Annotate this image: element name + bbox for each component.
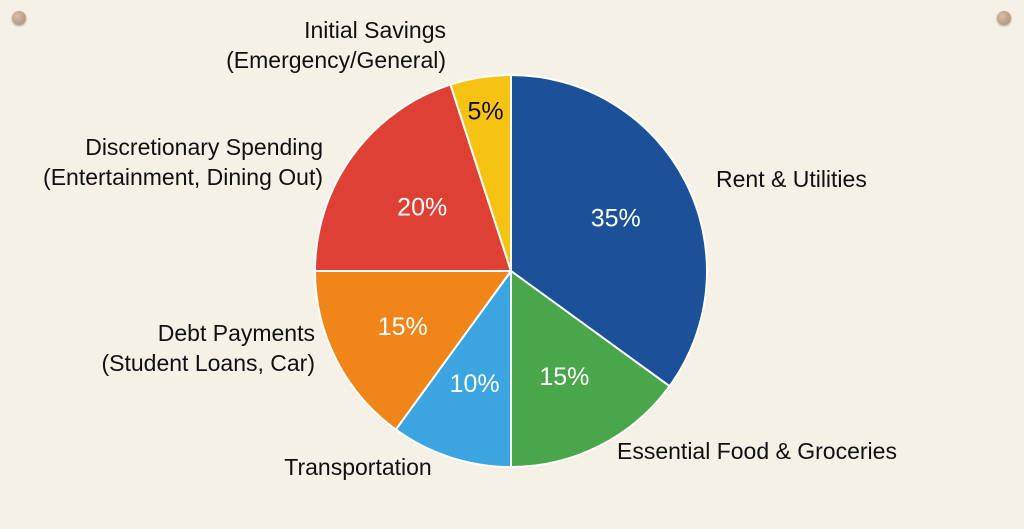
slice-value-label: 15% — [378, 313, 428, 341]
pie-slice — [510, 270, 671, 468]
slice-value-label: 15% — [539, 363, 589, 391]
pie-slice — [314, 270, 512, 431]
slice-category-label-line: Transportation — [284, 454, 431, 480]
pie-slice — [394, 270, 512, 468]
slice-category-label-line: Debt Payments — [158, 320, 315, 346]
slice-category-label-line: Rent & Utilities — [716, 166, 867, 192]
slice-category-label: Debt Payments (Student Loans, Car) — [101, 320, 315, 376]
slice-value-label: 20% — [397, 193, 447, 221]
pie-slice — [510, 74, 708, 388]
slice-category-label: Rent & Utilities — [716, 166, 867, 192]
slice-category-label-line: (Student Loans, Car) — [101, 350, 315, 376]
slice-category-label: Essential Food & Groceries — [617, 438, 897, 464]
pie-slice — [449, 74, 512, 272]
slice-category-label-line: Discretionary Spending — [85, 134, 323, 160]
slice-value-label: 35% — [591, 205, 641, 233]
slice-category-label-line: (Entertainment, Dining Out) — [43, 164, 323, 190]
slice-value-label: 10% — [450, 370, 500, 398]
slice-value-label: 5% — [467, 97, 503, 125]
pie-slice — [314, 83, 512, 272]
pin-top-right — [997, 11, 1011, 25]
slice-category-label: Transportation — [284, 454, 431, 480]
slice-category-label-line: Essential Food & Groceries — [617, 438, 897, 464]
slice-category-label-line: (Emergency/General) — [226, 47, 446, 73]
slice-category-label-line: Initial Savings — [304, 17, 446, 43]
pin-top-left — [12, 11, 26, 25]
slice-category-label: Initial Savings (Emergency/General) — [226, 17, 446, 73]
slice-category-label: Discretionary Spending (Entertainment, Di… — [43, 134, 323, 190]
